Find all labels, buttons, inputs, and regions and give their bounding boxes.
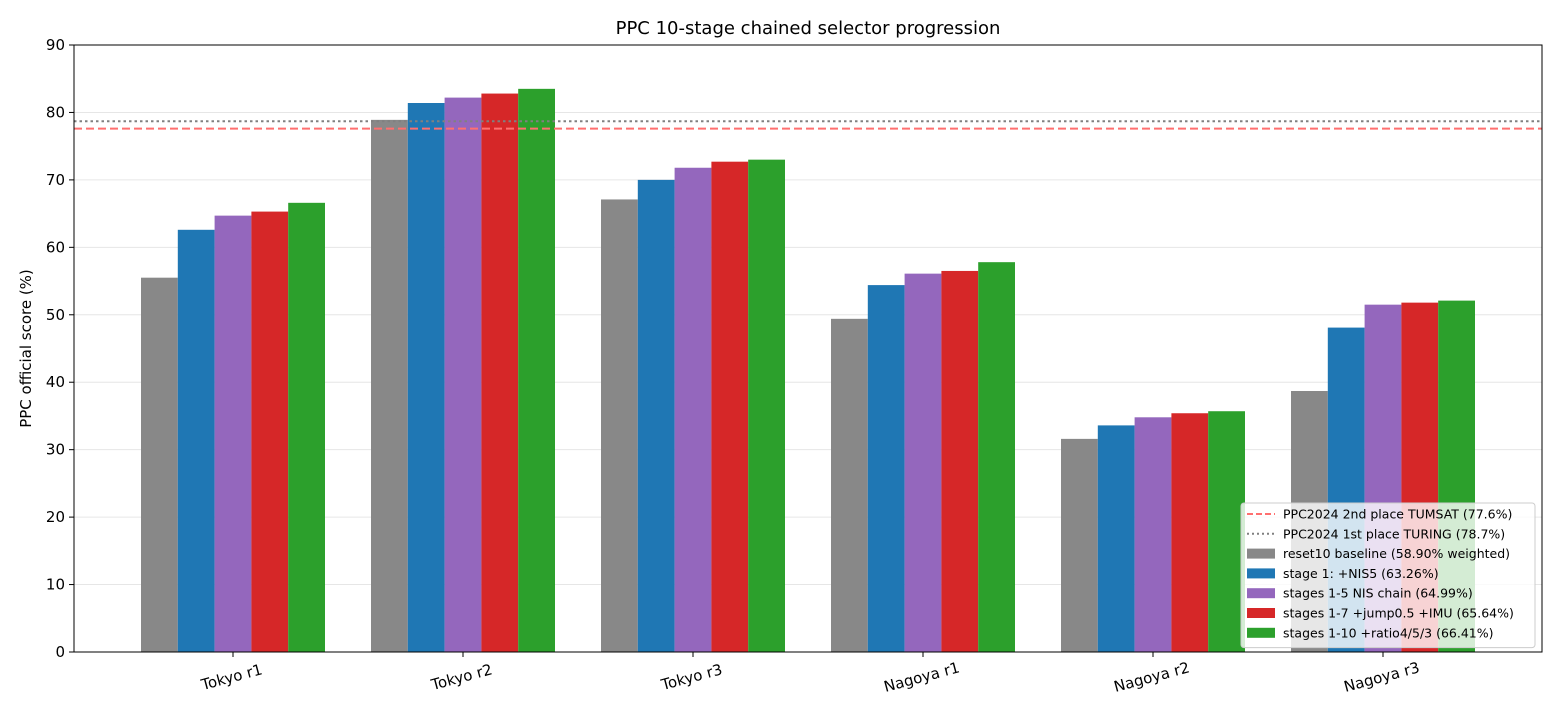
bar: [407, 103, 445, 653]
legend-patch-swatch: [1247, 588, 1275, 599]
legend-patch-swatch: [1247, 627, 1275, 638]
y-axis-label: PPC official score (%): [17, 269, 35, 428]
legend-patch-swatch: [1247, 568, 1275, 579]
bar: [904, 273, 942, 652]
y-tick-label: 70: [46, 171, 65, 189]
y-tick-label: 90: [46, 36, 65, 54]
legend-entry: stages 1-5 NIS chain (64.99%): [1283, 586, 1473, 601]
bar: [601, 199, 638, 652]
legend-entry: stages 1-7 +jump0.5 +IMU (65.64%): [1283, 606, 1514, 621]
bar: [674, 167, 712, 652]
x-tick-label: Nagoya r2: [1112, 658, 1192, 695]
bar: [978, 262, 1015, 652]
bar: [831, 318, 868, 652]
bar: [1134, 417, 1172, 652]
y-tick-label: 40: [46, 373, 65, 391]
legend-entry: PPC2024 2nd place TUMSAT (77.6%): [1283, 507, 1512, 522]
bar: [1208, 411, 1245, 652]
bar: [141, 277, 178, 652]
bar: [711, 161, 749, 652]
bar: [637, 179, 675, 652]
bar: [1097, 425, 1135, 652]
legend: PPC2024 2nd place TUMSAT (77.6%) PPC2024 …: [1240, 502, 1536, 649]
legend-entry: stages 1-10 +ratio4/5/3 (66.41%): [1283, 625, 1494, 640]
bar: [371, 119, 408, 652]
bar: [941, 270, 979, 652]
x-tick-label: Tokyo r3: [658, 660, 724, 694]
legend-entry: PPC2024 1st place TURING (78.7%): [1283, 526, 1505, 541]
x-tick-label: Tokyo r2: [428, 660, 494, 694]
plot-frame: [73, 44, 1543, 653]
bar: [481, 93, 519, 652]
y-tick-label: 80: [46, 103, 65, 121]
bar: [1061, 438, 1098, 652]
y-tick-label: 60: [46, 238, 65, 256]
y-tick-label: 20: [46, 508, 65, 526]
bar: [288, 202, 325, 652]
x-tick-label: Tokyo r1: [198, 660, 264, 694]
bar: [867, 285, 905, 652]
y-tick-label: 0: [55, 643, 65, 661]
chart-title: PPC 10-stage chained selector progressio…: [616, 18, 1001, 39]
bar: [444, 97, 482, 652]
legend-patch-swatch: [1247, 548, 1275, 559]
bar: [518, 88, 555, 653]
y-tick-label: 50: [46, 306, 65, 324]
bar: [251, 211, 289, 653]
legend-entry: stage 1: +NIS5 (63.26%): [1283, 566, 1439, 581]
legend-patch-swatch: [1247, 608, 1275, 618]
legend-entry: reset10 baseline (58.90% weighted): [1283, 546, 1510, 561]
bar: [177, 229, 215, 652]
x-tick-label: Nagoya r3: [1342, 658, 1422, 695]
y-tick-label: 10: [46, 576, 65, 594]
legend-box: [1240, 502, 1536, 649]
x-tick-label: Nagoya r1: [882, 658, 962, 695]
reference-lines: [74, 120, 1542, 130]
bar: [1171, 413, 1209, 652]
y-axis-ticks: 0 10 20 30 40 50 60 70 80 90: [46, 36, 74, 661]
bar: [214, 215, 252, 652]
y-tick-label: 30: [46, 441, 65, 459]
bar: [748, 159, 785, 652]
x-axis-ticks: Tokyo r1 Tokyo r2 Tokyo r3 Nagoya r1 Nagoya …: [198, 652, 1422, 696]
